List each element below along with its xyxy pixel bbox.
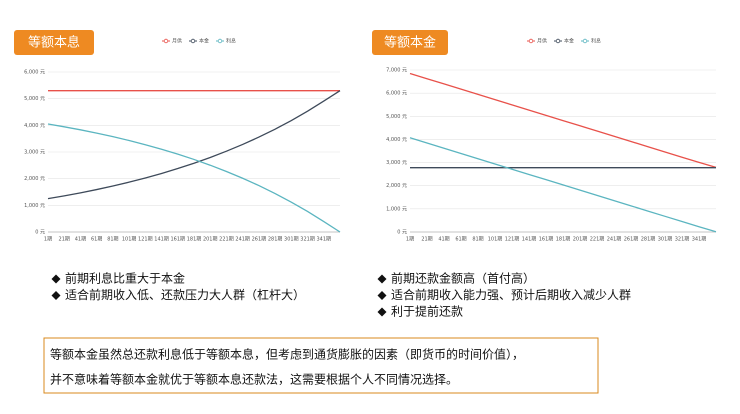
legend-marker <box>217 38 223 44</box>
title-box <box>372 30 448 55</box>
x-tick-label: 301期 <box>284 237 299 243</box>
x-tick-label: 81期 <box>107 237 118 243</box>
x-tick-label: 61期 <box>455 237 466 243</box>
x-tick-label: 121期 <box>138 237 153 243</box>
y-tick-label: 3,000 元 <box>386 160 407 166</box>
x-tick-label: 301期 <box>658 237 673 243</box>
x-tick-label: 181期 <box>187 237 202 243</box>
bullet <box>377 291 387 300</box>
x-tick-label: 221期 <box>219 237 234 243</box>
x-tick-label: 21期 <box>421 237 432 243</box>
note-text: 等额本金虽然总还款利息低于等额本息，但考虑到通货膨胀的因素（即货币的时间价值）， <box>50 347 524 362</box>
legend-marker <box>190 38 196 44</box>
x-tick-label: 1期 <box>406 237 414 243</box>
legend-label: 月供 <box>172 38 182 45</box>
series-line <box>47 90 341 200</box>
legend-label: 利息 <box>591 38 601 45</box>
series-line <box>409 137 717 233</box>
bullet <box>377 307 387 317</box>
legend-marker <box>582 38 588 44</box>
series-line <box>409 72 717 169</box>
x-tick-label: 1期 <box>44 237 52 243</box>
x-tick-label: 201期 <box>203 237 218 243</box>
note-box <box>43 337 599 394</box>
x-tick-label: 141期 <box>154 237 169 243</box>
x-tick-label: 181期 <box>556 237 571 243</box>
x-tick-label: 101期 <box>122 237 137 243</box>
y-tick-label: 4,000 元 <box>24 123 45 129</box>
x-tick-label: 41期 <box>75 237 86 243</box>
y-tick-label: 2,000 元 <box>386 183 407 189</box>
y-tick-label: 0 元 <box>35 230 45 236</box>
x-tick-label: 321期 <box>300 237 315 243</box>
legend-label: 月供 <box>537 38 547 45</box>
x-tick-label: 61期 <box>91 237 102 243</box>
legend-label: 本金 <box>199 38 209 45</box>
x-tick-label: 341期 <box>692 237 707 243</box>
y-tick-label: 5,000 元 <box>386 114 407 120</box>
y-tick-label: 6,000 元 <box>386 91 407 97</box>
point-text: 适合前期收入能力强、预计后期收入减少人群 <box>391 287 631 302</box>
x-tick-label: 141期 <box>522 237 537 243</box>
y-tick-label: 6,000 元 <box>24 70 45 76</box>
x-tick-label: 281期 <box>268 237 283 243</box>
x-tick-label: 241期 <box>607 237 622 243</box>
x-tick-label: 281期 <box>641 237 656 243</box>
x-tick-label: 241期 <box>235 237 250 243</box>
point-text: 前期利息比重大于本金 <box>65 271 185 286</box>
x-tick-label: 21期 <box>59 237 70 243</box>
x-tick-label: 221期 <box>590 237 605 243</box>
x-tick-label: 81期 <box>472 237 483 243</box>
legend-marker <box>555 38 561 44</box>
y-tick-label: 1,000 元 <box>24 203 45 209</box>
x-tick-label: 101期 <box>488 237 503 243</box>
legend-marker <box>163 38 169 44</box>
chart-title: 等额本金 <box>384 35 436 51</box>
series-line <box>47 123 341 233</box>
x-tick-label: 121期 <box>505 237 520 243</box>
point-text: 前期还款金额高（首付高） <box>391 271 535 286</box>
y-tick-label: 1,000 元 <box>386 206 407 212</box>
x-tick-label: 201期 <box>573 237 588 243</box>
x-tick-label: 341期 <box>317 237 332 243</box>
y-tick-label: 7,000 元 <box>386 68 407 74</box>
x-tick-label: 261期 <box>624 237 639 243</box>
x-tick-label: 321期 <box>675 237 690 243</box>
title-box <box>14 30 94 55</box>
bullet <box>377 274 387 284</box>
x-tick-label: 161期 <box>539 237 554 243</box>
point-text: 利于提前还款 <box>391 304 463 319</box>
x-tick-label: 261期 <box>252 237 267 243</box>
note-text: 并不意味着等额本金就优于等额本息还款法，这需要根据个人不同情况选择。 <box>50 372 458 387</box>
point-text: 适合前期收入低、还款压力大人群（杠杆大） <box>65 287 305 302</box>
y-tick-label: 3,000 元 <box>24 150 45 156</box>
bullet <box>51 291 61 300</box>
chart-title: 等额本息 <box>28 35 80 51</box>
y-tick-label: 2,000 元 <box>24 176 45 182</box>
y-tick-label: 5,000 元 <box>24 96 45 102</box>
y-tick-label: 0 元 <box>397 230 407 236</box>
x-tick-label: 161期 <box>171 237 186 243</box>
legend-label: 本金 <box>564 38 574 45</box>
x-tick-label: 41期 <box>438 237 449 243</box>
y-tick-label: 4,000 元 <box>386 137 407 143</box>
legend-marker <box>528 38 534 44</box>
legend-label: 利息 <box>226 38 236 45</box>
bullet <box>51 274 61 284</box>
